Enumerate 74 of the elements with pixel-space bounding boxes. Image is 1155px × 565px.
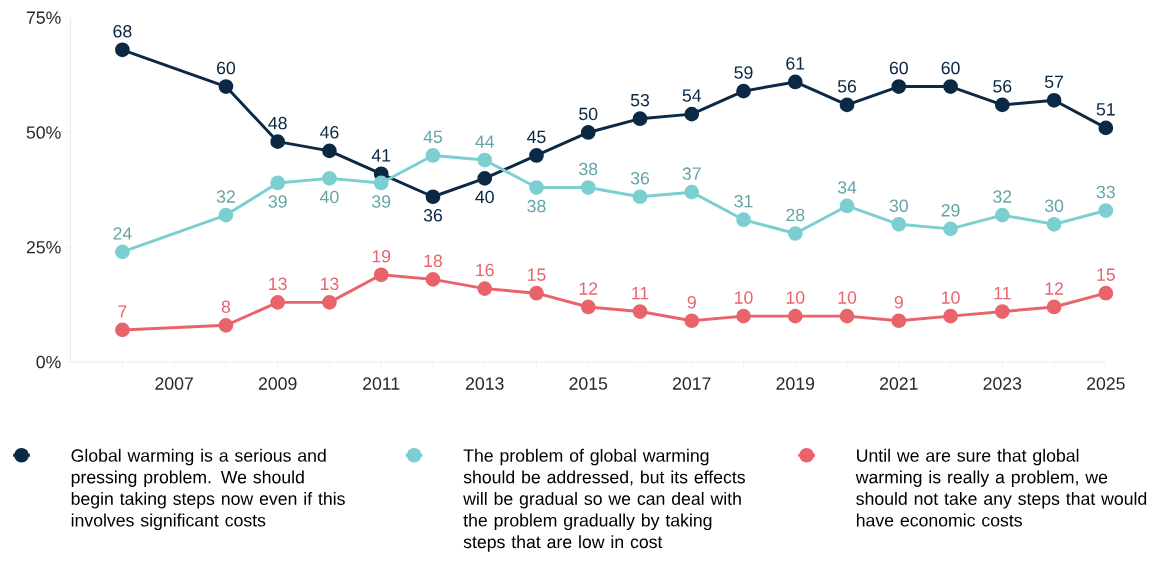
data-label: 34 xyxy=(837,181,857,194)
data-label: 53 xyxy=(630,93,650,107)
data-label: 31 xyxy=(734,194,753,208)
x-tick-label: 2009 xyxy=(258,377,297,390)
data-label: 40 xyxy=(475,190,494,204)
data-label: 46 xyxy=(320,125,339,139)
data-label: 59 xyxy=(734,66,753,79)
y-tick-label: 75% xyxy=(26,11,61,24)
data-label: 56 xyxy=(993,80,1012,93)
legend-label: Global warming is a serious and pressing problem. We should begin taking steps now even if this involves significant costs xyxy=(71,448,345,530)
y-tick-label: 0% xyxy=(36,355,61,369)
x-tick-label: 2017 xyxy=(673,377,711,390)
data-label: 24 xyxy=(113,227,132,240)
data-label: 15 xyxy=(1097,268,1115,281)
data-label: 8 xyxy=(221,300,231,313)
data-label: 60 xyxy=(941,61,960,75)
data-label: 50 xyxy=(579,107,598,121)
data-label: 56 xyxy=(837,80,857,93)
data-label: 13 xyxy=(320,277,339,290)
data-label: 30 xyxy=(1044,199,1064,212)
data-label: 33 xyxy=(1096,185,1115,199)
data-label: 38 xyxy=(527,199,546,213)
data-label: 45 xyxy=(423,130,443,144)
data-label: 37 xyxy=(682,167,701,180)
data-label: 60 xyxy=(217,61,236,75)
data-label: 19 xyxy=(372,249,391,263)
data-label: 39 xyxy=(372,195,391,208)
data-label: 68 xyxy=(113,24,132,38)
data-label: 10 xyxy=(942,291,960,304)
x-tick-label: 2025 xyxy=(1087,377,1125,390)
data-label: 32 xyxy=(993,190,1012,203)
y-tick-label: 25% xyxy=(26,240,61,254)
data-label: 38 xyxy=(579,162,598,176)
data-label: 44 xyxy=(475,135,495,148)
data-label: 16 xyxy=(476,263,494,277)
x-tick-label: 2023 xyxy=(983,377,1022,390)
x-tick-label: 2013 xyxy=(465,377,504,390)
data-label: 10 xyxy=(735,291,753,304)
data-label: 28 xyxy=(786,208,805,222)
data-label: 32 xyxy=(216,190,235,203)
x-tick-label: 2021 xyxy=(880,377,918,390)
x-tick-label: 2019 xyxy=(776,377,815,390)
data-label: 61 xyxy=(786,57,805,70)
data-label: 39 xyxy=(268,195,287,208)
data-label: 45 xyxy=(527,130,546,144)
data-label: 29 xyxy=(941,204,960,217)
data-label: 10 xyxy=(786,291,805,304)
data-label: 40 xyxy=(320,190,339,204)
data-label: 54 xyxy=(682,89,702,102)
data-label: 12 xyxy=(579,282,598,295)
data-label: 57 xyxy=(1044,75,1064,88)
data-label: 10 xyxy=(838,291,857,304)
data-label: 18 xyxy=(424,254,443,268)
data-label: 36 xyxy=(423,208,443,222)
legend-label: Until we are sure that global warming is really a problem, we should not take any steps that would have economic costs xyxy=(855,448,1147,527)
y-tick-label: 50% xyxy=(26,126,61,139)
data-label: 51 xyxy=(1096,103,1115,116)
x-tick-label: 2007 xyxy=(155,377,193,390)
data-label: 13 xyxy=(269,277,287,290)
data-label: 11 xyxy=(632,287,649,300)
data-label: 41 xyxy=(371,149,391,162)
data-label: 9 xyxy=(894,295,903,309)
legend-label: The problem of global warming should be addressed, but its effects will be gradual so we can deal with the problem gradually by taking steps that are low in cost xyxy=(463,448,745,552)
data-label: 15 xyxy=(528,268,546,281)
data-label: 9 xyxy=(687,295,696,309)
data-label: 12 xyxy=(1045,282,1064,295)
data-label: 30 xyxy=(889,199,908,212)
data-label: 60 xyxy=(889,61,908,75)
data-label: 48 xyxy=(268,116,287,130)
x-tick-label: 2011 xyxy=(363,377,400,390)
data-label: 7 xyxy=(118,305,127,318)
data-label: 11 xyxy=(994,287,1011,300)
x-tick-label: 2015 xyxy=(569,377,608,390)
data-label: 36 xyxy=(630,171,650,185)
